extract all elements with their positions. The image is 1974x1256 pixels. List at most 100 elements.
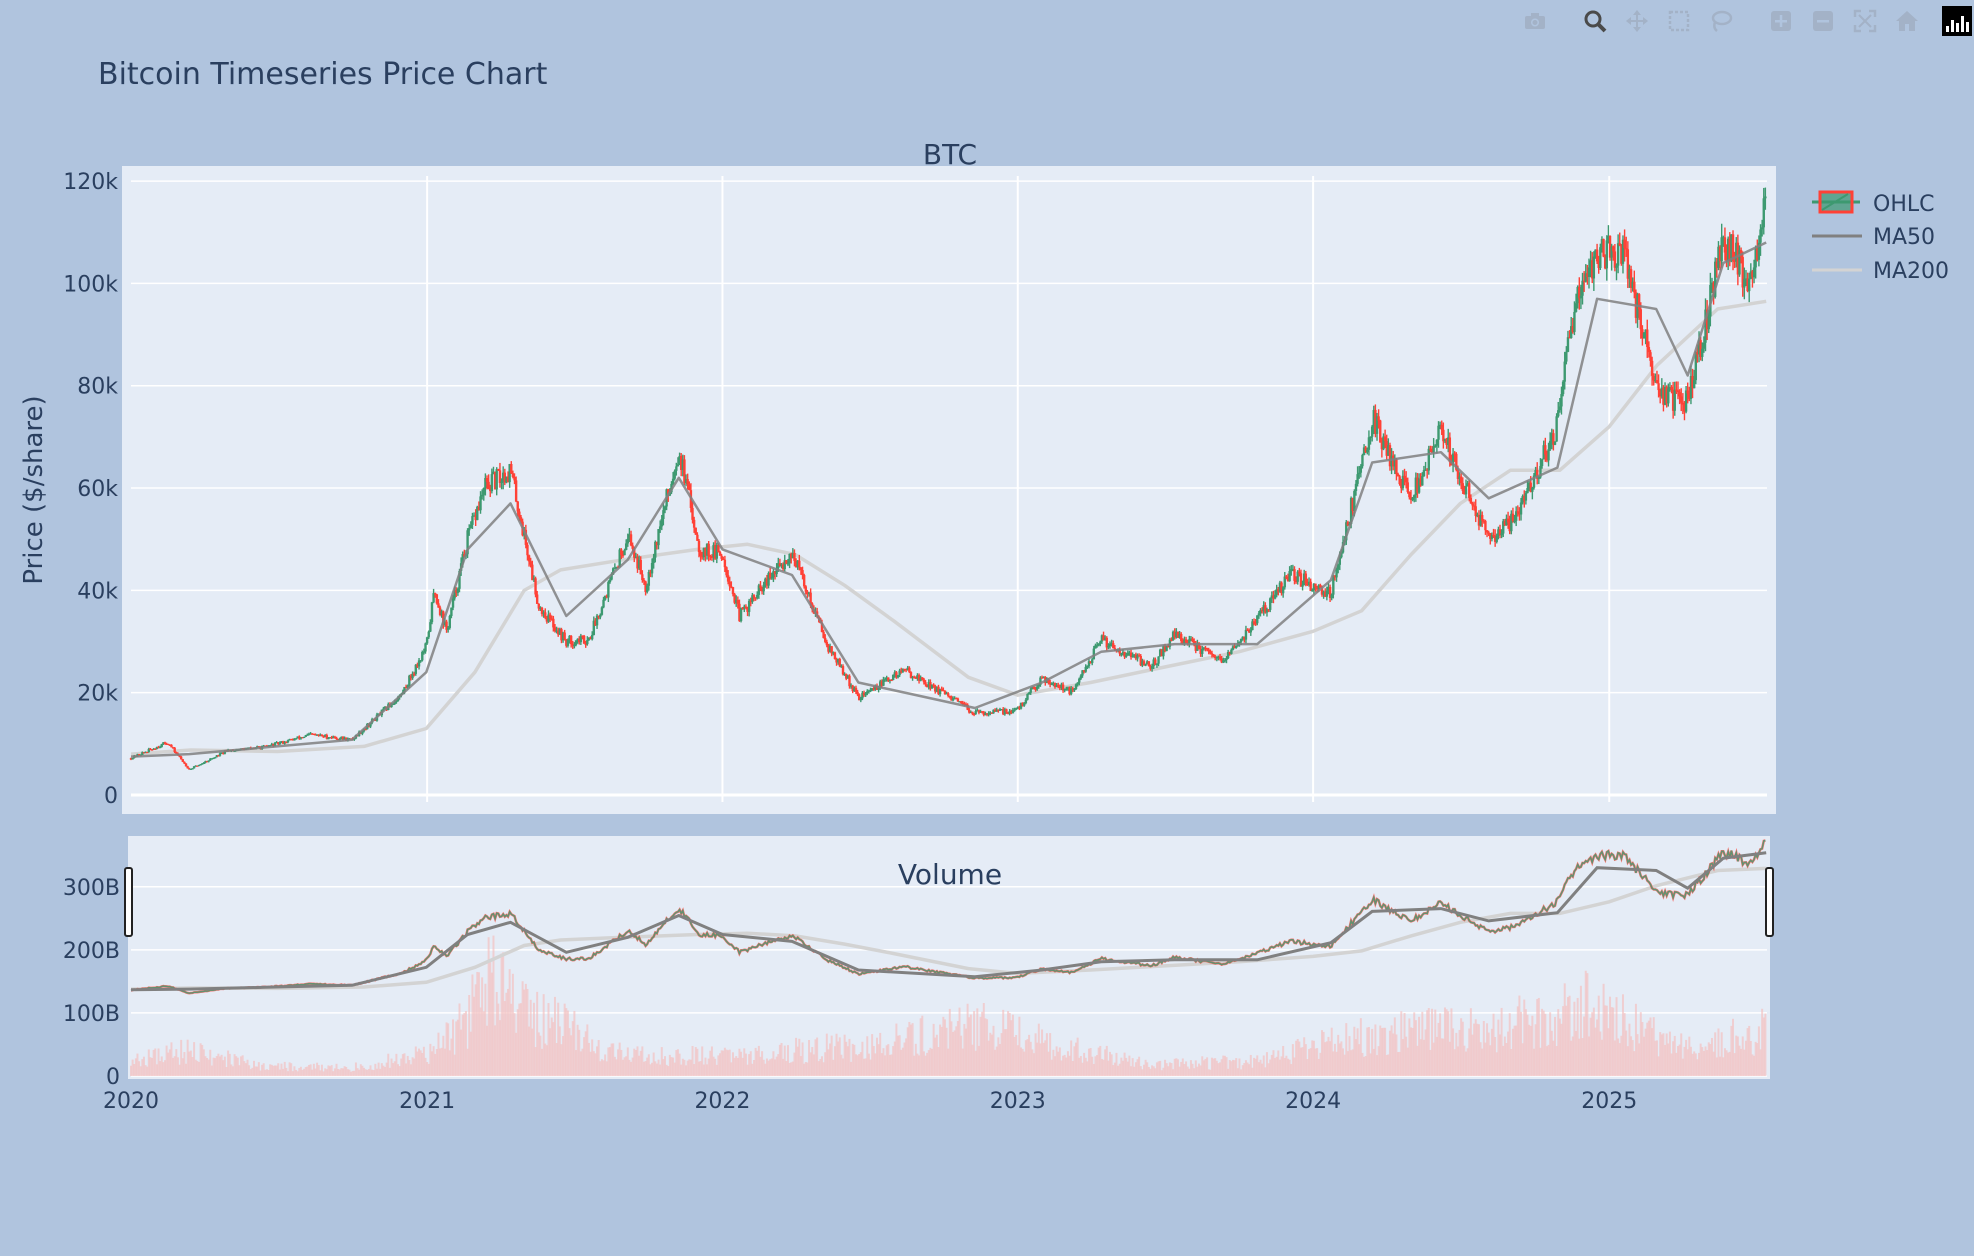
volume-bar bbox=[1749, 1040, 1752, 1076]
ohlc-candle-body bbox=[1694, 351, 1697, 381]
ohlc-candle-body bbox=[327, 738, 330, 740]
ohlc-candle-body bbox=[1314, 583, 1317, 588]
ohlc-candle-body bbox=[935, 686, 939, 692]
ohlc-candle-body bbox=[262, 745, 265, 747]
volume-bar bbox=[587, 1042, 590, 1076]
volume-bar bbox=[736, 1057, 739, 1076]
ohlc-candle-body bbox=[592, 620, 596, 635]
ohlc-candle-body bbox=[1602, 239, 1605, 257]
ohlc-candle-body bbox=[1141, 661, 1144, 666]
volume-bar bbox=[1371, 1028, 1374, 1076]
range-slider-handle-left[interactable] bbox=[124, 867, 133, 937]
volume-bar bbox=[1320, 1030, 1323, 1076]
ohlc-candle-body bbox=[555, 630, 558, 632]
ohlc-candle-body bbox=[794, 560, 798, 568]
volume-bar bbox=[1578, 1038, 1581, 1076]
ohlc-candle-body bbox=[1024, 699, 1028, 704]
volume-bar bbox=[359, 1064, 362, 1076]
volume-bar bbox=[1002, 1009, 1005, 1076]
ohlc-candle-body bbox=[1205, 648, 1209, 650]
ohlc-candle-body bbox=[595, 615, 599, 626]
volume-bar bbox=[382, 1065, 385, 1076]
ohlc-candle-body bbox=[1010, 711, 1013, 714]
volume-bar bbox=[1401, 1039, 1404, 1076]
volume-bar bbox=[550, 1017, 553, 1076]
volume-bar bbox=[481, 977, 484, 1076]
volume-bar bbox=[1576, 997, 1579, 1076]
ohlc-candle-body bbox=[1684, 390, 1688, 412]
volume-bar bbox=[1042, 1042, 1045, 1076]
legend-item-ma50[interactable]: MA50 bbox=[1812, 225, 1935, 250]
volume-bar bbox=[1473, 1023, 1476, 1076]
volume-bar bbox=[1217, 1063, 1220, 1076]
ohlc-candle-body bbox=[550, 618, 553, 620]
pan-button[interactable] bbox=[1620, 6, 1654, 36]
volume-bar bbox=[655, 1063, 658, 1076]
volume-bar bbox=[458, 1003, 461, 1076]
volume-bar bbox=[558, 1026, 561, 1076]
volume-bar bbox=[1189, 1060, 1192, 1076]
volume-bar bbox=[620, 1049, 623, 1076]
legend-item-ma200[interactable]: MA200 bbox=[1812, 259, 1949, 284]
ohlc-candle-body bbox=[739, 608, 743, 622]
ohlc-candle-body bbox=[801, 570, 804, 576]
volume-bar bbox=[1573, 1001, 1576, 1076]
ohlc-candle-body bbox=[1251, 621, 1254, 631]
price-y-tick-label: 40k bbox=[77, 579, 118, 604]
ma50-line bbox=[130, 241, 1767, 758]
volume-bar bbox=[819, 1059, 822, 1076]
volume-bar bbox=[217, 1053, 220, 1076]
volume-bar bbox=[526, 988, 529, 1076]
ohlc-candle-body bbox=[613, 568, 617, 570]
legend[interactable]: OHLC MA50 MA200 bbox=[1812, 190, 1949, 284]
ohlc-candle-body bbox=[571, 644, 574, 646]
ohlc-candle-body bbox=[864, 693, 867, 696]
ohlc-candle-body bbox=[178, 755, 181, 757]
volume-bar bbox=[1625, 1030, 1628, 1076]
volume-bar bbox=[1162, 1067, 1165, 1076]
volume-bar bbox=[1241, 1065, 1244, 1076]
volume-bar bbox=[1494, 1036, 1497, 1076]
ohlc-candle-body bbox=[1322, 591, 1325, 595]
ohlc-candle-body bbox=[1599, 247, 1602, 269]
plotly-logo-icon[interactable] bbox=[1942, 6, 1972, 36]
volume-bar bbox=[1057, 1051, 1060, 1076]
ohlc-candle-body bbox=[874, 685, 877, 690]
ohlc-candle-body bbox=[1710, 282, 1714, 286]
ohlc-candle-body bbox=[775, 568, 778, 575]
camera-button[interactable] bbox=[1518, 6, 1552, 36]
ohlc-candle-body bbox=[893, 672, 896, 675]
ohlc-candle-body bbox=[1037, 684, 1041, 687]
zoom-in-button[interactable] bbox=[1764, 6, 1798, 36]
reset-axes-button[interactable] bbox=[1890, 6, 1924, 36]
range-slider-handle-right[interactable] bbox=[1765, 867, 1774, 937]
box-select-button[interactable] bbox=[1662, 6, 1696, 36]
volume-bar bbox=[157, 1048, 160, 1076]
volume-bar bbox=[1605, 1005, 1608, 1076]
ohlc-candle-body bbox=[290, 739, 293, 741]
ohlc-candle-body bbox=[307, 733, 311, 735]
legend-item-ohlc[interactable]: OHLC bbox=[1812, 190, 1934, 217]
ohlc-candle-body bbox=[477, 506, 481, 511]
ohlc-candle-body bbox=[731, 587, 735, 595]
volume-bar bbox=[1188, 1068, 1191, 1076]
ohlc-candle-body bbox=[547, 614, 550, 622]
zoom-out-button[interactable] bbox=[1806, 6, 1840, 36]
volume-bar bbox=[168, 1049, 171, 1076]
lasso-select-button[interactable] bbox=[1704, 6, 1738, 36]
zoom-button[interactable] bbox=[1578, 6, 1612, 36]
ohlc-candle-body bbox=[1555, 416, 1558, 442]
ohlc-candle-body bbox=[458, 570, 461, 589]
price-plot-area[interactable] bbox=[122, 166, 1776, 814]
autoscale-button[interactable] bbox=[1848, 6, 1882, 36]
ohlc-candle-body bbox=[646, 585, 649, 592]
volume-bar bbox=[1274, 1058, 1277, 1076]
ohlc-candle-body bbox=[1586, 273, 1589, 277]
volume-bar bbox=[1532, 1048, 1535, 1076]
volume-bar bbox=[1426, 1010, 1429, 1076]
ohlc-candle-body bbox=[480, 494, 484, 497]
ohlc-candle-body bbox=[704, 548, 707, 556]
volume-bar bbox=[553, 996, 556, 1076]
ohlc-candle-body bbox=[1626, 249, 1630, 279]
